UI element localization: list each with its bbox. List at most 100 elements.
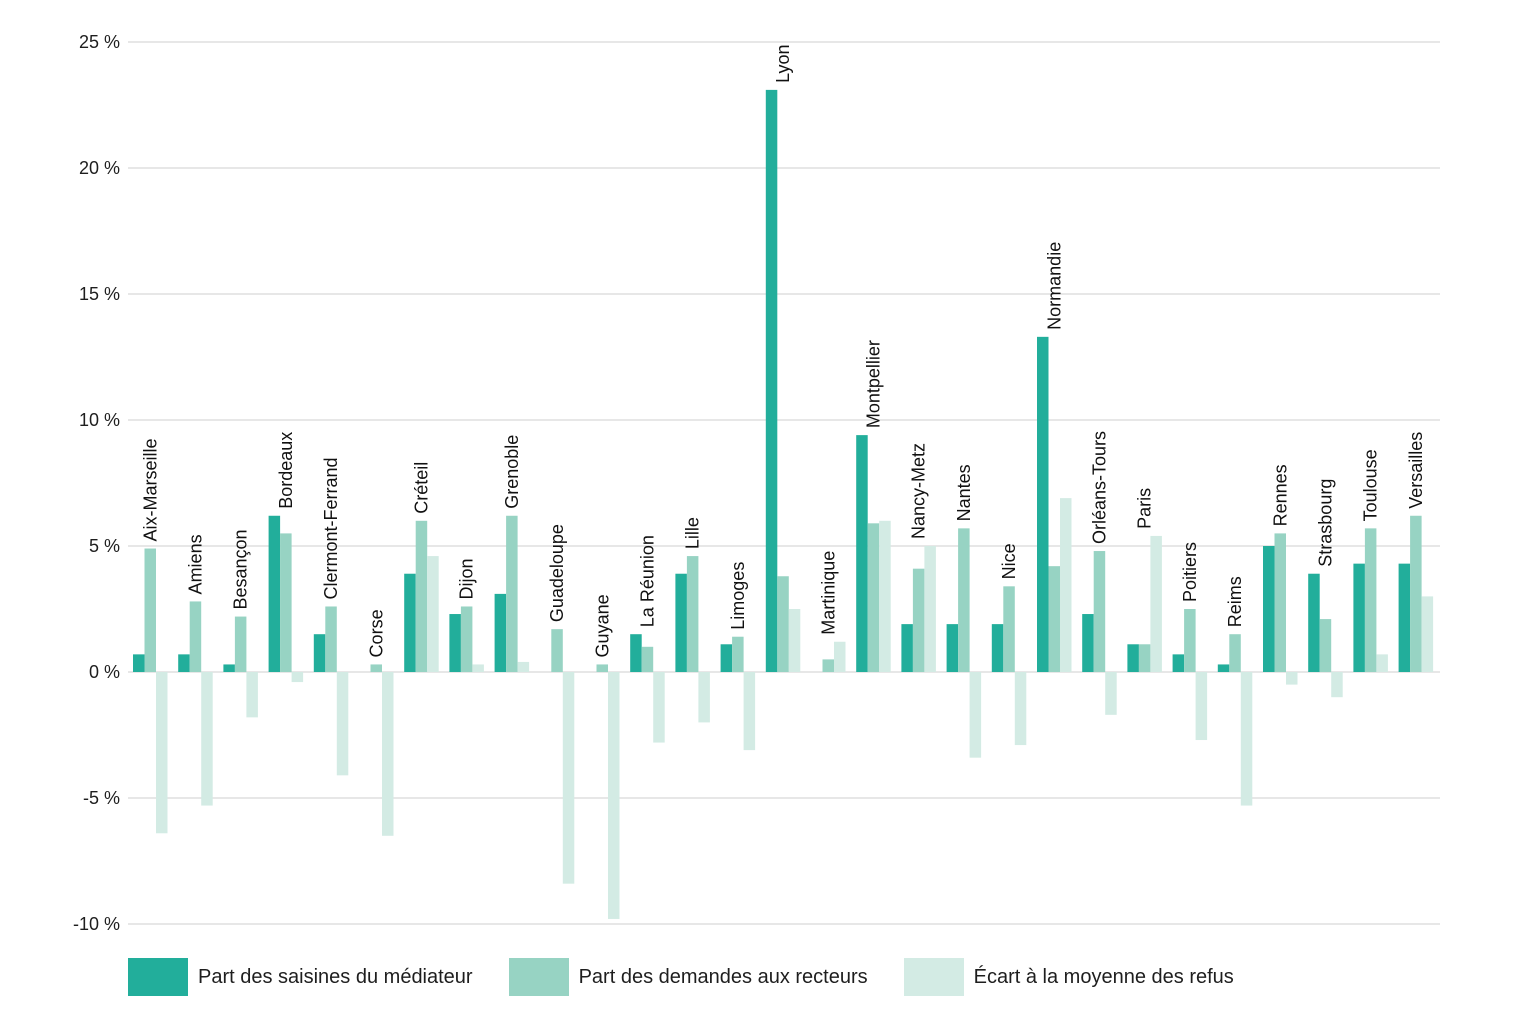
legend-label-demandes: Part des demandes aux recteurs — [578, 965, 868, 988]
bar — [415, 520, 428, 672]
bar — [1331, 672, 1343, 698]
category-label: Amiens — [185, 534, 205, 594]
category-labels: Aix-Marseille Amiens Besançon Bordeaux Clerm… — [140, 45, 1426, 658]
y-axis: 25 % 20 % 15 % 10 % 5 % 0 % -5 % -10 % — [73, 32, 120, 934]
bar — [1319, 619, 1332, 672]
bar — [268, 515, 281, 672]
bar — [472, 664, 484, 672]
bar — [1410, 515, 1422, 672]
bar — [732, 636, 744, 672]
bar — [1003, 586, 1015, 672]
y-tick-label: 10 % — [79, 410, 120, 430]
bar — [156, 672, 168, 834]
bar — [1138, 644, 1151, 672]
bar — [1353, 563, 1365, 672]
category-label: Guyane — [592, 594, 612, 657]
bar — [427, 556, 439, 672]
bar — [562, 672, 575, 884]
legend-item-ecart: Écart à la moyenne des refus — [903, 958, 1234, 996]
bar — [370, 664, 382, 672]
bar — [313, 634, 326, 672]
category-label: Normandie — [1044, 242, 1064, 330]
bar — [246, 672, 258, 718]
bar — [1037, 336, 1049, 672]
category-label: Grenoble — [502, 435, 522, 509]
bar — [1240, 672, 1253, 806]
bar — [234, 616, 247, 672]
category-label: Poitiers — [1180, 542, 1200, 602]
bar — [404, 573, 416, 672]
bar — [144, 548, 156, 672]
bar — [1014, 672, 1027, 746]
bar — [777, 576, 789, 672]
bar — [382, 672, 394, 836]
y-tick-label: 15 % — [79, 284, 120, 304]
category-label: Limoges — [728, 562, 748, 630]
category-label: Guadeloupe — [547, 524, 567, 622]
bar — [765, 89, 778, 672]
bar — [1184, 609, 1196, 672]
bar — [641, 646, 654, 672]
bar — [1082, 614, 1094, 672]
bar — [879, 520, 891, 672]
bar — [822, 659, 834, 672]
bar — [969, 672, 982, 758]
bar — [1376, 654, 1388, 672]
bar — [788, 609, 801, 672]
y-tick-label: -5 % — [83, 788, 120, 808]
category-label: Reims — [1225, 576, 1245, 627]
bar — [223, 664, 235, 672]
bar — [1060, 498, 1072, 672]
category-label: Dijon — [457, 558, 477, 599]
bar — [991, 624, 1004, 672]
category-label: Versailles — [1406, 432, 1426, 509]
category-label: Nancy-Metz — [909, 443, 929, 539]
bar — [1263, 546, 1275, 672]
bar — [494, 593, 507, 672]
y-tick-label: 0 % — [89, 662, 120, 682]
legend: Part des saisines du médiateur Part des … — [128, 958, 1270, 996]
category-label: Nantes — [954, 464, 974, 521]
bar — [686, 556, 699, 672]
category-label: Créteil — [411, 462, 431, 514]
y-tick-label: 25 % — [79, 32, 120, 52]
bar — [1195, 672, 1208, 741]
bar — [551, 629, 563, 672]
category-label: Besançon — [231, 529, 251, 609]
legend-swatch-demandes — [508, 958, 569, 996]
bar — [630, 634, 642, 672]
bar — [743, 672, 756, 751]
legend-item-demandes: Part des demandes aux recteurs — [508, 958, 868, 996]
category-label: Paris — [1135, 488, 1155, 529]
legend-item-saisines: Part des saisines du médiateur — [128, 958, 473, 996]
bar — [698, 672, 710, 723]
bar — [958, 528, 970, 672]
category-label: Orléans-Tours — [1089, 431, 1109, 544]
bar — [1127, 644, 1139, 672]
bar — [856, 435, 868, 672]
legend-label-ecart: Écart à la moyenne des refus — [973, 965, 1234, 988]
bar — [1150, 535, 1162, 672]
bar — [460, 606, 473, 672]
bar — [720, 644, 733, 672]
bar — [867, 523, 880, 672]
bar — [133, 654, 145, 672]
bar — [901, 624, 913, 672]
bar — [1172, 654, 1185, 672]
y-tick-label: 5 % — [89, 536, 120, 556]
bar — [189, 601, 202, 672]
category-label: Martinique — [818, 551, 838, 635]
bar — [178, 654, 190, 672]
bar — [1274, 533, 1286, 672]
category-label: Toulouse — [1361, 449, 1381, 521]
y-tick-label: 20 % — [79, 158, 120, 178]
bar — [291, 672, 304, 683]
bar — [1217, 664, 1230, 672]
bar — [1048, 566, 1060, 672]
bar — [608, 672, 620, 919]
bar — [201, 672, 213, 806]
bar — [924, 546, 936, 672]
bar — [653, 672, 665, 743]
category-label: Bordeaux — [276, 432, 296, 509]
bar — [675, 573, 687, 672]
